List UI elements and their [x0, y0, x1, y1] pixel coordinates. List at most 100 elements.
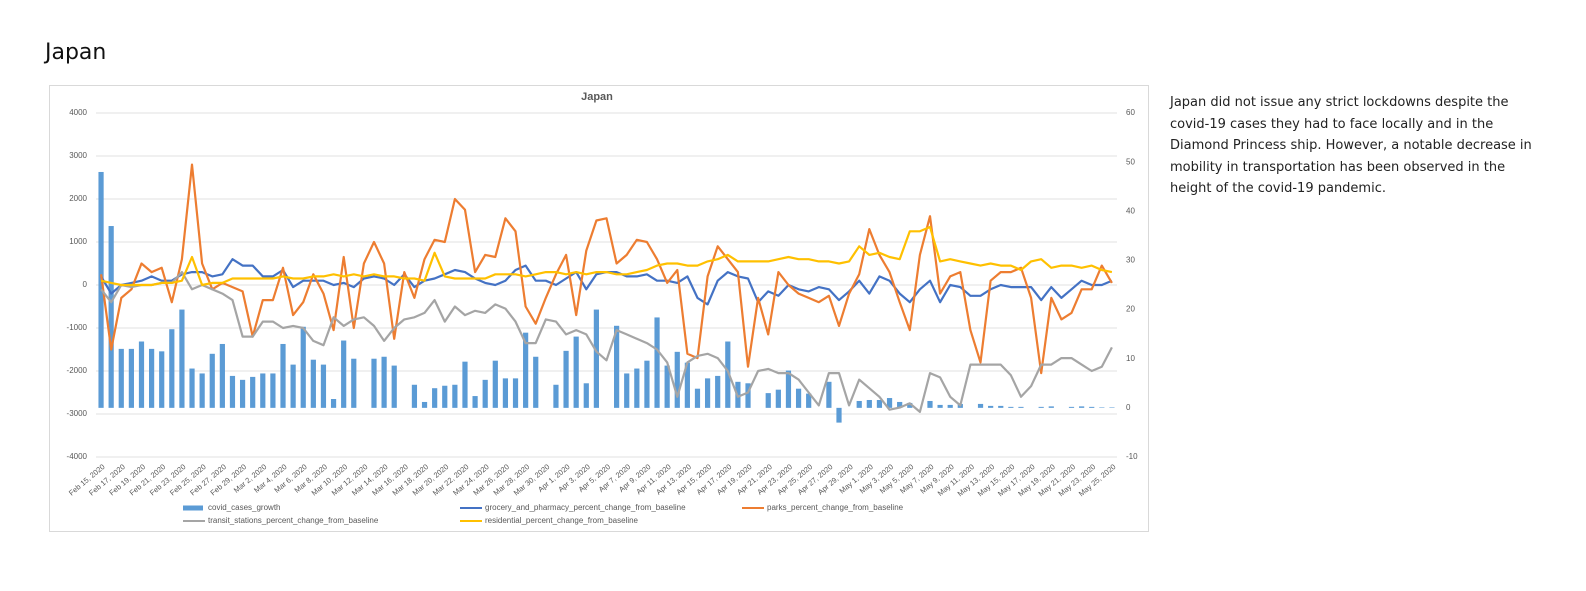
bar: [593, 309, 599, 408]
y2-tick-label: -10: [1126, 452, 1138, 461]
bar: [421, 401, 428, 408]
bar: [553, 384, 559, 408]
description: Japan did not issue any strict lockdowns…: [1170, 95, 1532, 197]
y-tick-label: -4000: [67, 452, 88, 461]
line: [100, 163, 1113, 375]
bar: [159, 351, 165, 408]
y-tick-label: 2000: [69, 194, 87, 203]
bar: [745, 383, 751, 408]
bar: [330, 399, 337, 408]
bar: [694, 388, 701, 408]
bar: [998, 405, 1004, 408]
bar: [341, 340, 347, 408]
bar: [300, 326, 306, 408]
bar: [179, 309, 185, 408]
bar: [472, 396, 478, 408]
bar: [533, 356, 539, 408]
legend-label: transit_stations_percent_change_from_bas…: [208, 516, 379, 525]
bar: [351, 358, 357, 408]
bar: [260, 373, 266, 408]
bar: [239, 379, 246, 408]
y2-tick-label: 60: [1126, 108, 1135, 117]
bar: [148, 348, 155, 408]
y2-tick-label: 50: [1126, 157, 1135, 166]
line: [100, 271, 1113, 413]
bar: [1038, 406, 1044, 408]
bar: [866, 399, 872, 408]
bar: [189, 368, 195, 408]
legend-label: grocery_and_pharmacy_percent_change_from…: [485, 503, 686, 512]
bar: [1068, 406, 1075, 408]
bar: [250, 376, 256, 408]
legend-label: parks_percent_change_from_baseline: [767, 503, 904, 512]
bar: [725, 341, 731, 408]
bar: [856, 400, 862, 408]
y-tick-label: -1000: [67, 323, 88, 332]
y2-tick-label: 0: [1126, 403, 1131, 412]
bar: [462, 361, 468, 408]
y2-tick-label: 10: [1126, 354, 1135, 363]
legend-swatch: [183, 505, 203, 511]
bar: [320, 364, 327, 408]
bar: [442, 385, 448, 408]
bar: [977, 403, 984, 408]
bar: [876, 399, 883, 408]
bar: [836, 407, 842, 423]
y2-tick-label: 30: [1126, 256, 1135, 265]
bar: [432, 388, 438, 408]
bar: [310, 359, 316, 408]
bar: [411, 384, 418, 408]
y-tick-label: -2000: [67, 366, 88, 375]
bar: [988, 405, 994, 408]
y-tick-label: 4000: [69, 108, 87, 117]
bar: [795, 388, 802, 408]
bar: [644, 360, 650, 408]
bar: [128, 348, 134, 408]
bar: [199, 373, 205, 408]
bar: [270, 373, 276, 408]
bar: [573, 336, 579, 408]
y-tick-label: -3000: [67, 409, 88, 418]
heading: Japan: [45, 40, 107, 65]
bar: [826, 381, 832, 408]
bar: [492, 360, 498, 408]
bar: [624, 373, 630, 408]
bar: [715, 375, 721, 408]
bar: [907, 402, 913, 408]
bar: [654, 317, 660, 408]
bar: [138, 341, 145, 408]
bar: [229, 375, 236, 408]
y-tick-label: 1000: [69, 237, 87, 246]
bar: [209, 353, 215, 408]
bar: [118, 348, 124, 408]
bar: [108, 226, 114, 408]
bar: [371, 358, 377, 408]
bar: [947, 404, 953, 408]
bar: [674, 351, 680, 408]
bar: [765, 393, 771, 408]
legend-label: covid_cases_growth: [208, 503, 280, 512]
bar: [502, 378, 509, 408]
bar: [775, 389, 781, 408]
bar: [512, 378, 519, 408]
bar: [684, 362, 690, 408]
bar: [280, 343, 286, 408]
bar: [897, 401, 903, 408]
bar: [452, 384, 458, 408]
y2-tick-label: 20: [1126, 305, 1135, 314]
bar: [391, 365, 397, 408]
bar: [785, 370, 792, 408]
bar: [937, 404, 943, 408]
bar: [886, 398, 893, 408]
bar: [381, 356, 387, 408]
chart-frame: [49, 85, 1149, 532]
bar: [482, 379, 488, 408]
bar: [1089, 406, 1095, 408]
bar: [1079, 406, 1085, 408]
line: [100, 225, 1113, 287]
bar: [523, 332, 529, 408]
bar: [806, 393, 812, 408]
chart-title: Japan: [581, 91, 613, 103]
bar: [219, 343, 225, 408]
